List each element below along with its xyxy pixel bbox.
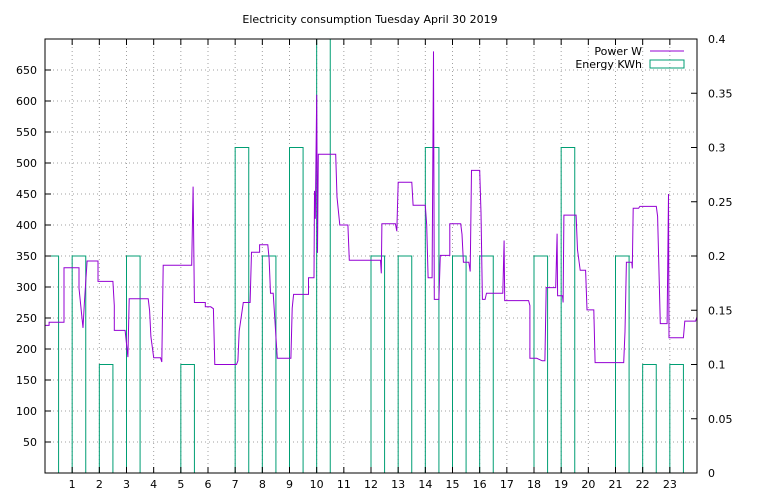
y-tick-label: 100 [16, 405, 37, 418]
legend-swatch-energy [649, 59, 685, 69]
y-tick-label: 500 [16, 157, 37, 170]
y-tick-label: 50 [23, 436, 37, 449]
x-tick-label: 1 [69, 478, 76, 491]
y-tick-label: 250 [16, 312, 37, 325]
energy-bar [615, 255, 630, 474]
energy-bar [397, 255, 413, 474]
y2-tick-label: 0.4 [708, 33, 726, 46]
y2-tick-label: 0.2 [708, 250, 726, 263]
x-tick-label: 22 [636, 478, 650, 491]
y2-tick-label: 0.15 [708, 304, 733, 317]
x-tick-label: 6 [205, 478, 212, 491]
power-series [45, 51, 698, 365]
y2-tick-label: 0.1 [708, 359, 726, 372]
y-tick-label: 350 [16, 250, 37, 263]
x-axis: 1 2 3 4 5 6 7 8 9 10 11 12 13 14 15 16 17 18 19 20 21 22 23 [69, 39, 677, 491]
x-tick-label: 19 [554, 478, 568, 491]
x-tick-label: 12 [364, 478, 378, 491]
y-tick-label: 600 [16, 95, 37, 108]
y-tick-label: 650 [16, 64, 37, 77]
x-tick-label: 11 [337, 478, 351, 491]
energy-bar [98, 364, 114, 474]
energy-bar [479, 255, 494, 474]
y-tick-label: 150 [16, 374, 37, 387]
energy-bar [261, 255, 277, 474]
energy-bar [642, 364, 657, 474]
x-tick-label: 2 [96, 478, 103, 491]
legend-label-energy: Energy KWh [575, 58, 642, 71]
y2-tick-label: 0.25 [708, 196, 733, 209]
energy-bar [533, 255, 549, 474]
legend: Power W Energy KWh [575, 45, 685, 71]
x-tick-label: 18 [527, 478, 541, 491]
chart-title: Electricity consumption Tuesday April 30… [242, 13, 497, 26]
energy-bar [44, 255, 60, 474]
y-tick-label: 550 [16, 126, 37, 139]
x-tick-label: 7 [232, 478, 239, 491]
power-line [45, 51, 698, 365]
y-axis-left: 50 100 150 200 250 300 350 400 450 500 550 600 650 [16, 64, 51, 449]
x-tick-label: 9 [286, 478, 293, 491]
x-tick-label: 17 [500, 478, 514, 491]
energy-series [44, 38, 684, 474]
x-tick-label: 15 [446, 478, 460, 491]
x-tick-label: 21 [609, 478, 623, 491]
y-tick-label: 300 [16, 281, 37, 294]
x-tick-label: 3 [123, 478, 130, 491]
energy-bar [316, 38, 331, 474]
legend-label-power: Power W [594, 45, 642, 58]
energy-bar [289, 147, 304, 474]
y2-tick-label: 0.35 [708, 87, 733, 100]
energy-bar [452, 255, 467, 474]
x-tick-label: 14 [418, 478, 432, 491]
y-axis-right: 0 0.05 0.1 0.15 0.2 0.25 0.3 0.35 0.4 [691, 33, 733, 480]
y2-tick-label: 0.05 [708, 413, 733, 426]
energy-bar [560, 147, 576, 474]
x-tick-label: 13 [391, 478, 405, 491]
energy-bar [669, 364, 684, 474]
x-tick-label: 4 [150, 478, 157, 491]
y2-tick-label: 0 [708, 467, 715, 480]
energy-bar [180, 364, 195, 474]
y-tick-label: 450 [16, 188, 37, 201]
x-tick-label: 20 [581, 478, 595, 491]
x-tick-label: 23 [663, 478, 677, 491]
y-tick-label: 400 [16, 219, 37, 232]
x-tick-label: 16 [473, 478, 487, 491]
y2-tick-label: 0.3 [708, 142, 726, 155]
x-tick-label: 10 [310, 478, 324, 491]
x-tick-label: 5 [177, 478, 184, 491]
energy-bar [370, 255, 386, 474]
x-tick-label: 8 [259, 478, 266, 491]
y-tick-label: 200 [16, 343, 37, 356]
energy-bar [126, 255, 141, 474]
